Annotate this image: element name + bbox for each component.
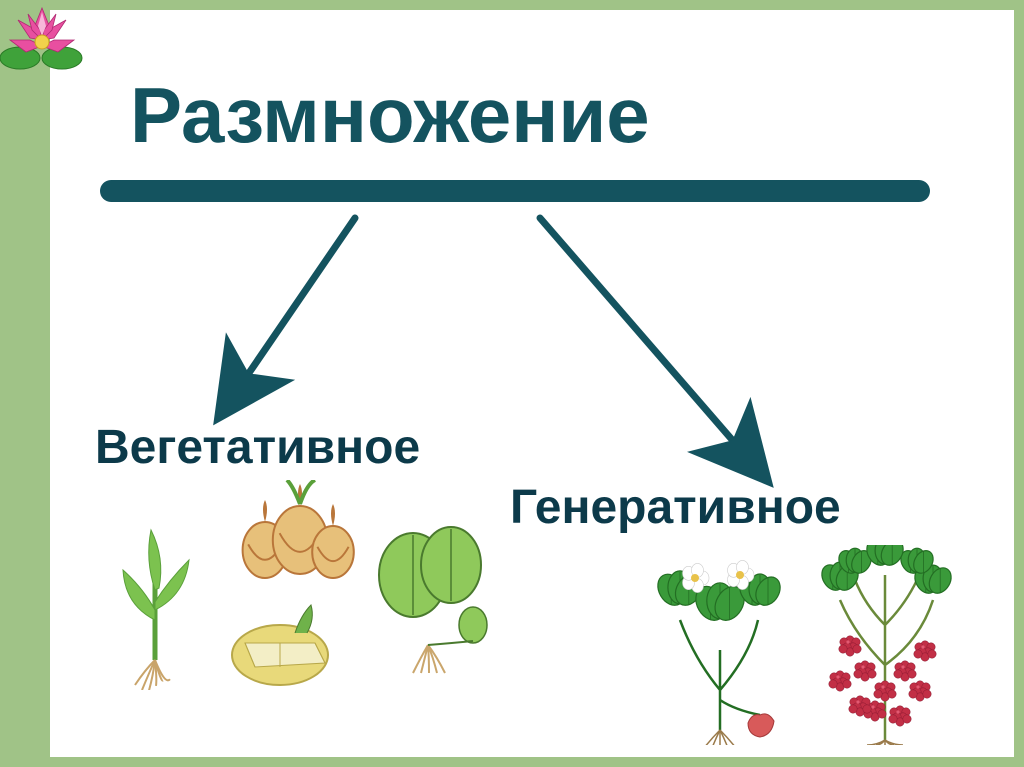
lotus-flower-icon <box>0 0 85 72</box>
vegetative-plants-group <box>105 480 495 690</box>
generative-plants-group <box>630 545 970 745</box>
label-vegetative: Вегетативное <box>95 420 420 475</box>
bulbs-icon <box>243 480 354 578</box>
slide-border-left <box>0 0 50 767</box>
label-generative: Генеративное <box>510 480 841 535</box>
arrow-to-vegetative <box>225 218 355 408</box>
slide-border-bottom <box>0 757 1024 767</box>
plantlet-icon <box>379 527 487 673</box>
slide-title: Размножение <box>130 70 650 161</box>
raspberry-plant-icon <box>817 545 955 745</box>
sprout-icon <box>123 530 189 690</box>
tuber-icon <box>232 605 328 685</box>
title-underline <box>100 180 930 202</box>
arrow-to-generative <box>540 218 760 472</box>
strawberry-plant-icon <box>652 560 785 745</box>
slide-border-right <box>1014 0 1024 767</box>
slide-border-top <box>0 0 1024 10</box>
